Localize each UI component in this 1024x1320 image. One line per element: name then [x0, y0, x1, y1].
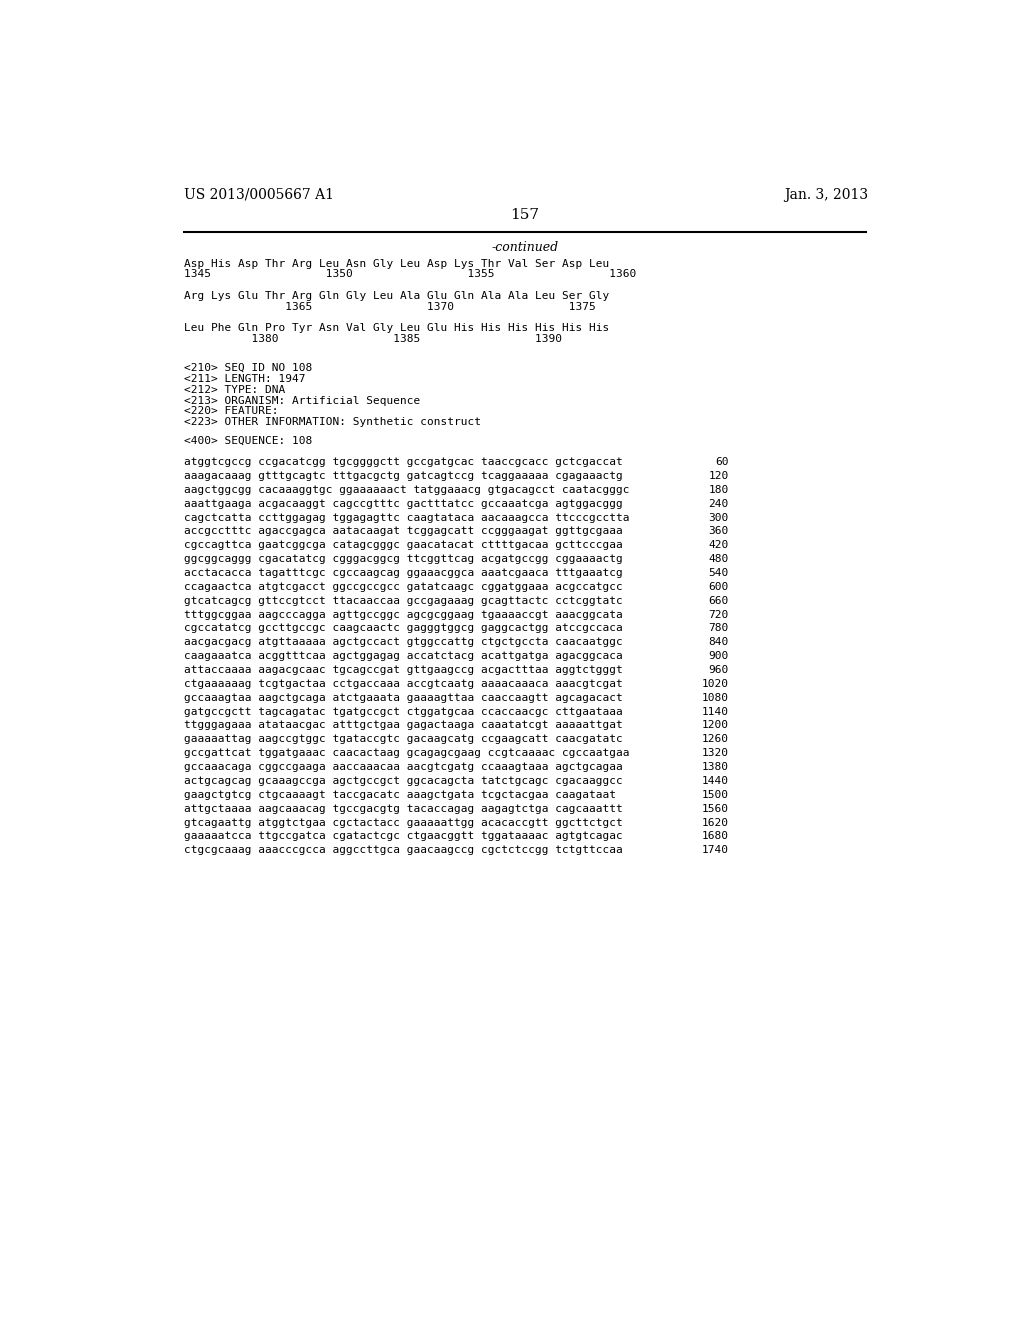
Text: 1740: 1740: [701, 845, 729, 855]
Text: 1380: 1380: [701, 762, 729, 772]
Text: 300: 300: [709, 512, 729, 523]
Text: gaagctgtcg ctgcaaaagt taccgacatc aaagctgata tcgctacgaa caagataat: gaagctgtcg ctgcaaaagt taccgacatc aaagctg…: [183, 789, 615, 800]
Text: 1200: 1200: [701, 721, 729, 730]
Text: 780: 780: [709, 623, 729, 634]
Text: tttggcggaa aagcccagga agttgccggc agcgcggaag tgaaaaccgt aaacggcata: tttggcggaa aagcccagga agttgccggc agcgcgg…: [183, 610, 623, 619]
Text: gccgattcat tggatgaaac caacactaag gcagagcgaag ccgtcaaaac cgccaatgaa: gccgattcat tggatgaaac caacactaag gcagagc…: [183, 748, 630, 758]
Text: Asp His Asp Thr Arg Leu Asn Gly Leu Asp Lys Thr Val Ser Asp Leu: Asp His Asp Thr Arg Leu Asn Gly Leu Asp …: [183, 259, 609, 268]
Text: 1500: 1500: [701, 789, 729, 800]
Text: Leu Phe Gln Pro Tyr Asn Val Gly Leu Glu His His His His His His: Leu Phe Gln Pro Tyr Asn Val Gly Leu Glu …: [183, 323, 609, 333]
Text: 660: 660: [709, 595, 729, 606]
Text: 1620: 1620: [701, 817, 729, 828]
Text: <210> SEQ ID NO 108: <210> SEQ ID NO 108: [183, 363, 312, 374]
Text: 1365                 1370                 1375: 1365 1370 1375: [183, 302, 596, 312]
Text: accgcctttc agaccgagca aatacaagat tcggagcatt ccgggaagat ggttgcgaaa: accgcctttc agaccgagca aatacaagat tcggagc…: [183, 527, 623, 536]
Text: US 2013/0005667 A1: US 2013/0005667 A1: [183, 187, 334, 202]
Text: cgccagttca gaatcggcga catagcgggc gaacatacat cttttgacaa gcttcccgaa: cgccagttca gaatcggcga catagcgggc gaacata…: [183, 540, 623, 550]
Text: 1020: 1020: [701, 678, 729, 689]
Text: 360: 360: [709, 527, 729, 536]
Text: gaaaaattag aagccgtggc tgataccgtc gacaagcatg ccgaagcatt caacgatatc: gaaaaattag aagccgtggc tgataccgtc gacaagc…: [183, 734, 623, 744]
Text: gtcatcagcg gttccgtcct ttacaaccaa gccgagaaag gcagttactc cctcggtatc: gtcatcagcg gttccgtcct ttacaaccaa gccgaga…: [183, 595, 623, 606]
Text: caagaaatca acggtttcaa agctggagag accatctacg acattgatga agacggcaca: caagaaatca acggtttcaa agctggagag accatct…: [183, 651, 623, 661]
Text: 720: 720: [709, 610, 729, 619]
Text: 157: 157: [510, 209, 540, 223]
Text: cgccatatcg gccttgccgc caagcaactc gagggtggcg gaggcactgg atccgccaca: cgccatatcg gccttgccgc caagcaactc gagggtg…: [183, 623, 623, 634]
Text: gatgccgctt tagcagatac tgatgccgct ctggatgcaa ccaccaacgc cttgaataaa: gatgccgctt tagcagatac tgatgccgct ctggatg…: [183, 706, 623, 717]
Text: 840: 840: [709, 638, 729, 647]
Text: 1260: 1260: [701, 734, 729, 744]
Text: <220> FEATURE:: <220> FEATURE:: [183, 407, 279, 416]
Text: 540: 540: [709, 568, 729, 578]
Text: ttgggagaaa atataacgac atttgctgaa gagactaaga caaatatcgt aaaaattgat: ttgggagaaa atataacgac atttgctgaa gagacta…: [183, 721, 623, 730]
Text: atggtcgccg ccgacatcgg tgcggggctt gccgatgcac taaccgcacc gctcgaccat: atggtcgccg ccgacatcgg tgcggggctt gccgatg…: [183, 457, 623, 467]
Text: 180: 180: [709, 484, 729, 495]
Text: Jan. 3, 2013: Jan. 3, 2013: [784, 187, 868, 202]
Text: 960: 960: [709, 665, 729, 675]
Text: gtcagaattg atggtctgaa cgctactacc gaaaaattgg acacaccgtt ggcttctgct: gtcagaattg atggtctgaa cgctactacc gaaaaat…: [183, 817, 623, 828]
Text: 420: 420: [709, 540, 729, 550]
Text: <213> ORGANISM: Artificial Sequence: <213> ORGANISM: Artificial Sequence: [183, 396, 420, 405]
Text: Arg Lys Glu Thr Arg Gln Gly Leu Ala Glu Gln Ala Ala Leu Ser Gly: Arg Lys Glu Thr Arg Gln Gly Leu Ala Glu …: [183, 290, 609, 301]
Text: attaccaaaa aagacgcaac tgcagccgat gttgaagccg acgactttaa aggtctgggt: attaccaaaa aagacgcaac tgcagccgat gttgaag…: [183, 665, 623, 675]
Text: ccagaactca atgtcgacct ggccgccgcc gatatcaagc cggatggaaa acgccatgcc: ccagaactca atgtcgacct ggccgccgcc gatatca…: [183, 582, 623, 591]
Text: 900: 900: [709, 651, 729, 661]
Text: 120: 120: [709, 471, 729, 480]
Text: 1345                 1350                 1355                 1360: 1345 1350 1355 1360: [183, 269, 636, 280]
Text: ctgcgcaaag aaacccgcca aggccttgca gaacaagccg cgctctccgg tctgttccaa: ctgcgcaaag aaacccgcca aggccttgca gaacaag…: [183, 845, 623, 855]
Text: gccaaacaga cggccgaaga aaccaaacaa aacgtcgatg ccaaagtaaa agctgcagaa: gccaaacaga cggccgaaga aaccaaacaa aacgtcg…: [183, 762, 623, 772]
Text: acctacacca tagatttcgc cgccaagcag ggaaacggca aaatcgaaca tttgaaatcg: acctacacca tagatttcgc cgccaagcag ggaaacg…: [183, 568, 623, 578]
Text: gaaaaatcca ttgccgatca cgatactcgc ctgaacggtt tggataaaac agtgtcagac: gaaaaatcca ttgccgatca cgatactcgc ctgaacg…: [183, 832, 623, 841]
Text: -continued: -continued: [492, 240, 558, 253]
Text: aacgacgacg atgttaaaaa agctgccact gtggccattg ctgctgccta caacaatggc: aacgacgacg atgttaaaaa agctgccact gtggcca…: [183, 638, 623, 647]
Text: 1440: 1440: [701, 776, 729, 785]
Text: 60: 60: [715, 457, 729, 467]
Text: <211> LENGTH: 1947: <211> LENGTH: 1947: [183, 374, 305, 384]
Text: 1560: 1560: [701, 804, 729, 813]
Text: <400> SEQUENCE: 108: <400> SEQUENCE: 108: [183, 436, 312, 446]
Text: 1380                 1385                 1390: 1380 1385 1390: [183, 334, 562, 345]
Text: aaagacaaag gtttgcagtc tttgacgctg gatcagtccg tcaggaaaaa cgagaaactg: aaagacaaag gtttgcagtc tttgacgctg gatcagt…: [183, 471, 623, 480]
Text: aagctggcgg cacaaaggtgc ggaaaaaact tatggaaacg gtgacagcct caatacgggc: aagctggcgg cacaaaggtgc ggaaaaaact tatgga…: [183, 484, 630, 495]
Text: 480: 480: [709, 554, 729, 564]
Text: ctgaaaaaag tcgtgactaa cctgaccaaa accgtcaatg aaaacaaaca aaacgtcgat: ctgaaaaaag tcgtgactaa cctgaccaaa accgtca…: [183, 678, 623, 689]
Text: 600: 600: [709, 582, 729, 591]
Text: 240: 240: [709, 499, 729, 508]
Text: actgcagcag gcaaagccga agctgccgct ggcacagcta tatctgcagc cgacaaggcc: actgcagcag gcaaagccga agctgccgct ggcacag…: [183, 776, 623, 785]
Text: <223> OTHER INFORMATION: Synthetic construct: <223> OTHER INFORMATION: Synthetic const…: [183, 417, 481, 428]
Text: aaattgaaga acgacaaggt cagccgtttc gactttatcc gccaaatcga agtggacggg: aaattgaaga acgacaaggt cagccgtttc gacttta…: [183, 499, 623, 508]
Text: <212> TYPE: DNA: <212> TYPE: DNA: [183, 385, 285, 395]
Text: 1320: 1320: [701, 748, 729, 758]
Text: attgctaaaa aagcaaacag tgccgacgtg tacaccagag aagagtctga cagcaaattt: attgctaaaa aagcaaacag tgccgacgtg tacacca…: [183, 804, 623, 813]
Text: 1080: 1080: [701, 693, 729, 702]
Text: 1680: 1680: [701, 832, 729, 841]
Text: cagctcatta ccttggagag tggagagttc caagtataca aacaaagcca ttcccgcctta: cagctcatta ccttggagag tggagagttc caagtat…: [183, 512, 630, 523]
Text: 1140: 1140: [701, 706, 729, 717]
Text: ggcggcaggg cgacatatcg cgggacggcg ttcggttcag acgatgccgg cggaaaactg: ggcggcaggg cgacatatcg cgggacggcg ttcggtt…: [183, 554, 623, 564]
Text: gccaaagtaa aagctgcaga atctgaaata gaaaagttaa caaccaagtt agcagacact: gccaaagtaa aagctgcaga atctgaaata gaaaagt…: [183, 693, 623, 702]
